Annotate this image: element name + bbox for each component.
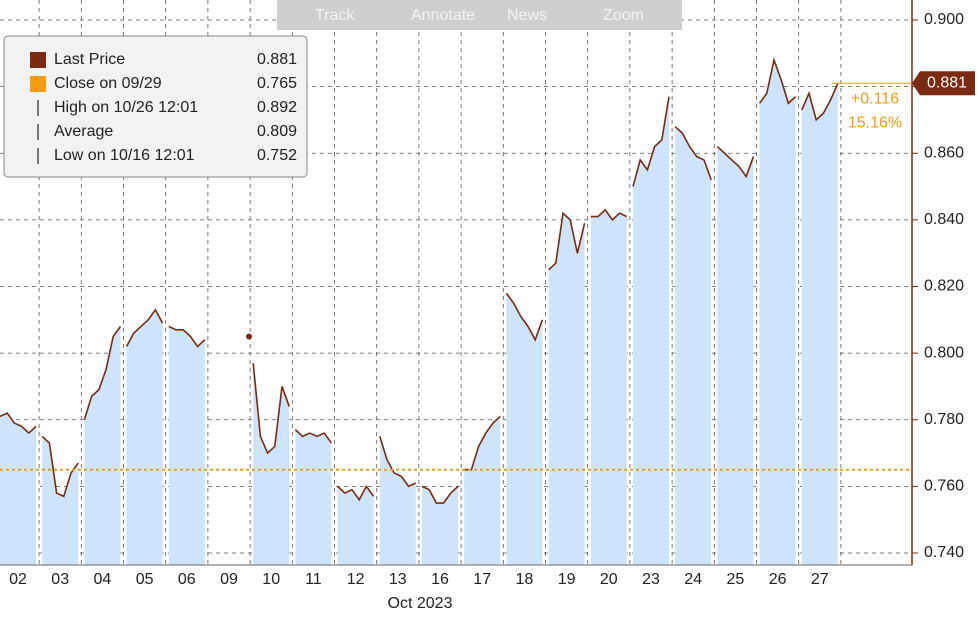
grid xyxy=(0,0,912,565)
price-line xyxy=(294,429,333,444)
price-area xyxy=(759,59,796,565)
price-area xyxy=(337,486,374,565)
price-line xyxy=(168,325,206,348)
price-area xyxy=(590,209,627,566)
y-tick-label: 0.900 xyxy=(924,11,964,28)
y-tick-label: 0.740 xyxy=(924,544,964,561)
legend-box xyxy=(3,35,308,178)
price-area xyxy=(464,416,501,565)
price-area xyxy=(168,326,205,565)
change-annotation: +0.116 xyxy=(851,91,899,108)
y-tick-label: 0.800 xyxy=(924,344,964,361)
price-area xyxy=(126,309,163,565)
x-tick-label: 16 xyxy=(431,571,449,588)
y-tick-label: 0.820 xyxy=(924,278,964,295)
price-area xyxy=(801,83,838,566)
last-price-box xyxy=(912,71,975,96)
x-tick-label: 04 xyxy=(94,571,112,588)
price-area xyxy=(717,146,754,565)
y-tick-label: 0.760 xyxy=(924,478,964,495)
toolbar-bg xyxy=(277,0,682,30)
price-line xyxy=(421,485,459,504)
toolbar-button[interactable]: Track xyxy=(315,7,355,24)
price-line xyxy=(252,363,290,455)
legend-label: Low on 10/16 12:01 xyxy=(54,147,195,164)
x-tick-label: 24 xyxy=(684,571,702,588)
price-line xyxy=(0,412,37,435)
price-line xyxy=(337,484,375,502)
legend-label: Last Price xyxy=(54,51,125,68)
legend-swatch xyxy=(30,76,46,92)
x-tick-label: 05 xyxy=(136,571,154,588)
x-tick-label: 10 xyxy=(262,571,280,588)
last-price-label: 0.881 xyxy=(927,75,967,92)
legend-value: 0.809 xyxy=(257,123,297,140)
price-line xyxy=(716,145,755,179)
price-line xyxy=(801,82,839,122)
legend-value: 0.881 xyxy=(257,51,297,68)
x-tick-label: 11 xyxy=(305,571,322,588)
price-area xyxy=(253,363,290,565)
legend-value: 0.752 xyxy=(257,147,297,164)
price-line xyxy=(379,436,417,488)
price-line xyxy=(590,208,628,222)
x-tick-label: 25 xyxy=(727,571,745,588)
change-annotation: 15.16% xyxy=(848,115,902,132)
x-axis-label: Oct 2023 xyxy=(388,595,453,612)
x-tick-label: 09 xyxy=(220,571,238,588)
price-line xyxy=(758,57,797,105)
legend-value: 0.892 xyxy=(257,99,297,116)
price-point xyxy=(246,333,252,340)
price-area xyxy=(379,436,416,565)
x-tick-label: 02 xyxy=(9,571,27,588)
legend-swatch xyxy=(30,52,46,68)
legend-label: Close on 09/29 xyxy=(54,75,162,92)
price-area xyxy=(506,293,543,565)
y-tick-label: 0.860 xyxy=(924,144,964,161)
price-line xyxy=(632,96,670,187)
x-tick-label: 12 xyxy=(347,571,365,588)
plot xyxy=(0,57,839,566)
price-area xyxy=(84,326,121,565)
price-area xyxy=(548,213,585,565)
y-tick-label: 0.840 xyxy=(924,211,964,228)
legend-value: 0.765 xyxy=(257,75,297,92)
price-area xyxy=(295,429,332,565)
legend-label: High on 10/26 12:01 xyxy=(54,99,198,116)
legend: Last Price 0.881 Close on 09/29 0.765 High o… xyxy=(3,35,308,178)
toolbar-button[interactable]: News xyxy=(507,7,547,24)
x-tick-label: 03 xyxy=(51,571,69,588)
legend-label: Average xyxy=(54,123,113,140)
price-line xyxy=(505,292,544,342)
price-area xyxy=(675,126,712,565)
price-line xyxy=(548,211,586,271)
x-tick-label: 23 xyxy=(642,571,660,588)
toolbar: Track Annotate News Zoom xyxy=(277,0,682,30)
price-area xyxy=(633,96,669,565)
toolbar-button[interactable]: Zoom xyxy=(603,7,644,24)
price-line xyxy=(41,435,79,498)
x-tick-label: 26 xyxy=(769,571,787,588)
price-area xyxy=(0,413,36,565)
toolbar-button[interactable]: Annotate xyxy=(411,7,475,24)
price-line xyxy=(674,126,712,181)
x-tick-label: 13 xyxy=(389,571,407,588)
price-line xyxy=(125,308,164,347)
x-tick-label: 19 xyxy=(558,571,576,588)
x-tick-label: 06 xyxy=(178,571,196,588)
price-line xyxy=(83,326,122,420)
x-tick-label: 20 xyxy=(600,571,618,588)
x-tick-label: 18 xyxy=(516,571,534,588)
price-area xyxy=(422,486,458,565)
price-area xyxy=(42,436,79,565)
x-tick-label: 17 xyxy=(473,571,491,588)
y-tick-label: 0.780 xyxy=(924,411,964,428)
x-tick-label: 27 xyxy=(811,571,829,588)
